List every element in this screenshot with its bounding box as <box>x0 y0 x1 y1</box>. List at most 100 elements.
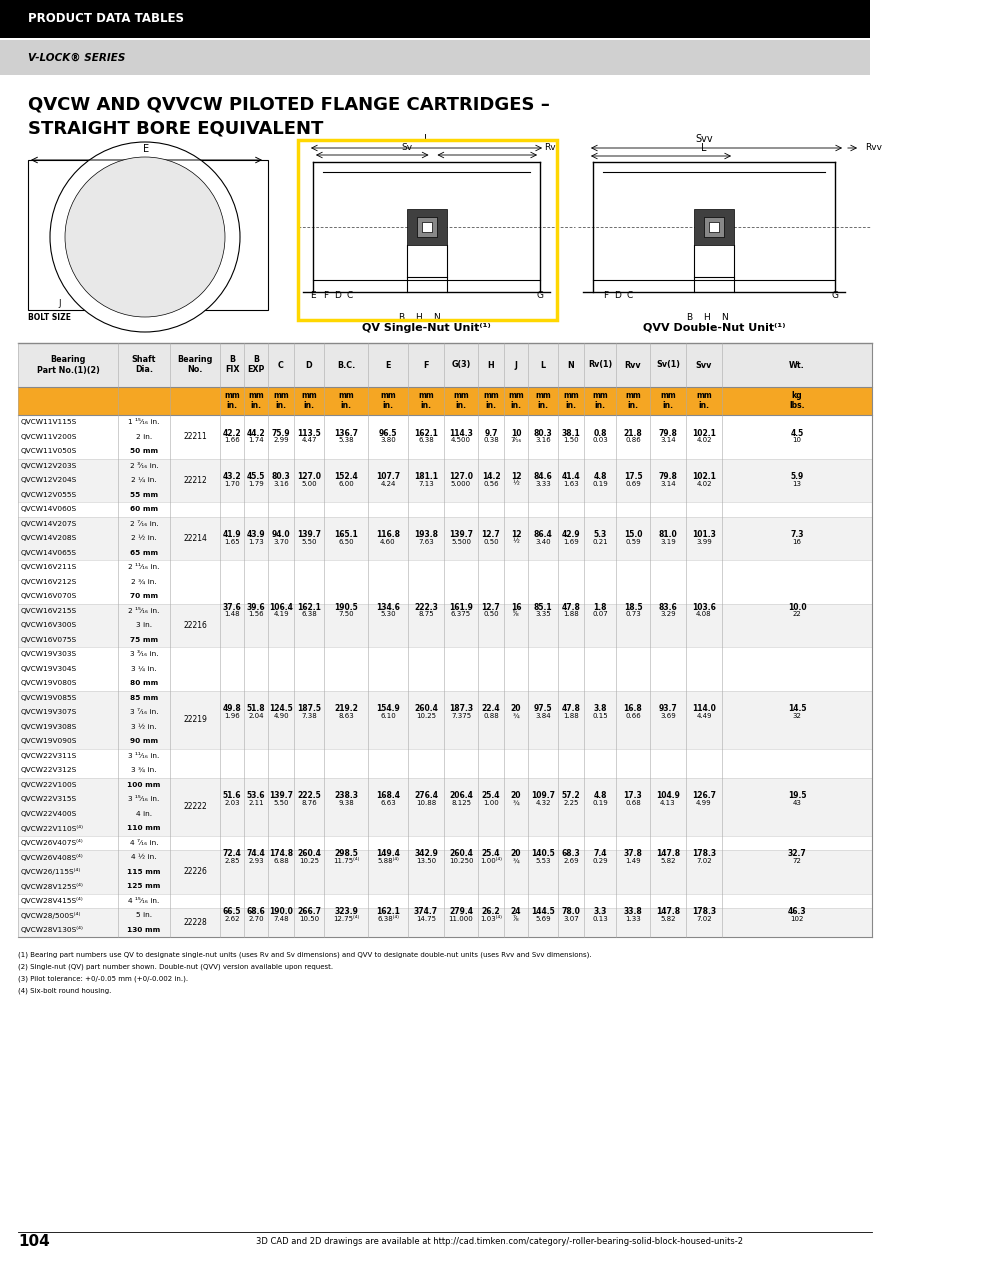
Text: F: F <box>323 291 329 300</box>
Text: 3.33: 3.33 <box>535 481 551 486</box>
Text: 1.03⁽⁴⁾: 1.03⁽⁴⁾ <box>480 915 502 922</box>
Text: 0.69: 0.69 <box>625 481 641 486</box>
Text: QVCW16V215S: QVCW16V215S <box>21 608 77 613</box>
Text: 147.8: 147.8 <box>656 908 680 916</box>
Text: in.: in. <box>566 402 576 411</box>
Text: 260.4: 260.4 <box>449 849 473 859</box>
Text: 2.69: 2.69 <box>563 858 579 864</box>
Text: ⁵⁄₈: ⁵⁄₈ <box>513 612 519 617</box>
Text: L: L <box>540 361 546 370</box>
Text: QVCW26/115S⁽⁴⁾: QVCW26/115S⁽⁴⁾ <box>21 868 81 876</box>
Text: 26.2: 26.2 <box>482 908 500 916</box>
Text: 2.93: 2.93 <box>248 858 264 864</box>
Text: Rvv: Rvv <box>865 143 882 152</box>
Text: 22.4: 22.4 <box>482 704 500 713</box>
Text: 14.5: 14.5 <box>788 704 806 713</box>
Text: 12.7: 12.7 <box>482 603 500 612</box>
Text: QVCW26V408S⁽⁴⁾: QVCW26V408S⁽⁴⁾ <box>21 854 84 860</box>
Text: in.: in. <box>276 402 287 411</box>
Text: 127.0: 127.0 <box>449 472 473 481</box>
Text: 11.75⁽⁴⁾: 11.75⁽⁴⁾ <box>333 858 359 864</box>
Text: H: H <box>703 312 709 321</box>
Text: 162.1: 162.1 <box>414 429 438 438</box>
Text: 178.3: 178.3 <box>692 908 716 916</box>
Text: QVCW22V315S: QVCW22V315S <box>21 796 77 803</box>
Text: 10: 10 <box>792 438 802 443</box>
Text: 115 mm: 115 mm <box>127 869 161 874</box>
Text: 10: 10 <box>511 429 521 438</box>
Text: 7.63: 7.63 <box>418 539 434 545</box>
Text: 20: 20 <box>511 849 521 859</box>
Text: mm: mm <box>660 392 676 401</box>
Text: B.C.ø: B.C.ø <box>131 232 149 238</box>
Text: 6.38: 6.38 <box>301 612 317 617</box>
Text: QVCW19V303S: QVCW19V303S <box>21 652 77 657</box>
Text: 53.6: 53.6 <box>247 791 265 800</box>
Text: 20: 20 <box>511 704 521 713</box>
Text: mm: mm <box>483 392 499 401</box>
Text: ⁷⁄₈: ⁷⁄₈ <box>513 915 519 922</box>
Text: 4.32: 4.32 <box>535 800 551 805</box>
Text: 4.99: 4.99 <box>696 800 712 805</box>
Text: 4 ½ in.: 4 ½ in. <box>131 854 157 860</box>
Text: 22222: 22222 <box>183 803 207 812</box>
Text: D: D <box>615 291 621 300</box>
Text: 1.56: 1.56 <box>248 612 264 617</box>
Text: 19.5: 19.5 <box>788 791 806 800</box>
Text: 80.3: 80.3 <box>534 429 552 438</box>
Text: in.: in. <box>456 402 466 411</box>
Text: 0.68: 0.68 <box>625 800 641 805</box>
Text: 102: 102 <box>790 915 804 922</box>
Text: 0.03: 0.03 <box>592 438 608 443</box>
Text: 162.1: 162.1 <box>376 908 400 916</box>
Bar <box>18 893 872 908</box>
Text: 17.5: 17.5 <box>624 472 642 481</box>
Text: 102.1: 102.1 <box>692 472 716 481</box>
Text: 0.38: 0.38 <box>483 438 499 443</box>
Text: 152.4: 152.4 <box>334 472 358 481</box>
Text: No.: No. <box>187 366 203 375</box>
Text: 5.00: 5.00 <box>301 481 317 486</box>
Text: C: C <box>278 361 284 370</box>
Text: 5.82: 5.82 <box>660 858 676 864</box>
Text: 16.8: 16.8 <box>624 704 642 713</box>
Text: mm: mm <box>224 392 240 401</box>
Text: QVCW22V110S⁽⁴⁾: QVCW22V110S⁽⁴⁾ <box>21 824 84 832</box>
Circle shape <box>100 192 190 282</box>
Text: Svv: Svv <box>696 361 712 370</box>
Text: Sv(1): Sv(1) <box>656 361 680 370</box>
Text: 22219: 22219 <box>183 716 207 724</box>
Text: D: D <box>335 291 341 300</box>
Text: 12.75⁽⁴⁾: 12.75⁽⁴⁾ <box>333 915 359 922</box>
Text: 298.5: 298.5 <box>334 849 358 859</box>
Text: 100 mm: 100 mm <box>127 782 161 787</box>
Text: 1.74: 1.74 <box>248 438 264 443</box>
Text: 37.6: 37.6 <box>223 603 241 612</box>
Text: QVCW19V304S: QVCW19V304S <box>21 666 77 672</box>
Text: 12: 12 <box>511 472 521 481</box>
Circle shape <box>187 279 201 293</box>
Text: mm: mm <box>696 392 712 401</box>
Text: 5.9: 5.9 <box>790 472 804 481</box>
Text: Wt.: Wt. <box>789 361 805 370</box>
Text: 0.8: 0.8 <box>593 429 607 438</box>
Text: 8.63: 8.63 <box>338 713 354 719</box>
Bar <box>18 850 872 893</box>
Bar <box>18 908 872 937</box>
Text: ¾: ¾ <box>513 713 519 719</box>
Text: 80.3: 80.3 <box>272 472 290 481</box>
Text: 2.25: 2.25 <box>563 800 579 805</box>
Text: 7.02: 7.02 <box>696 858 712 864</box>
Text: 222.5: 222.5 <box>297 791 321 800</box>
Text: 3 ½ in.: 3 ½ in. <box>131 723 157 730</box>
Text: 5.50: 5.50 <box>273 800 289 805</box>
Circle shape <box>65 157 225 317</box>
Text: F: F <box>603 291 609 300</box>
Text: mm: mm <box>301 392 317 401</box>
Text: N: N <box>568 361 574 370</box>
Text: 147.8: 147.8 <box>656 849 680 859</box>
Text: 1.00: 1.00 <box>483 800 499 805</box>
Text: 3.29: 3.29 <box>660 612 676 617</box>
Text: 4.19: 4.19 <box>273 612 289 617</box>
Text: 0.21: 0.21 <box>592 539 608 545</box>
